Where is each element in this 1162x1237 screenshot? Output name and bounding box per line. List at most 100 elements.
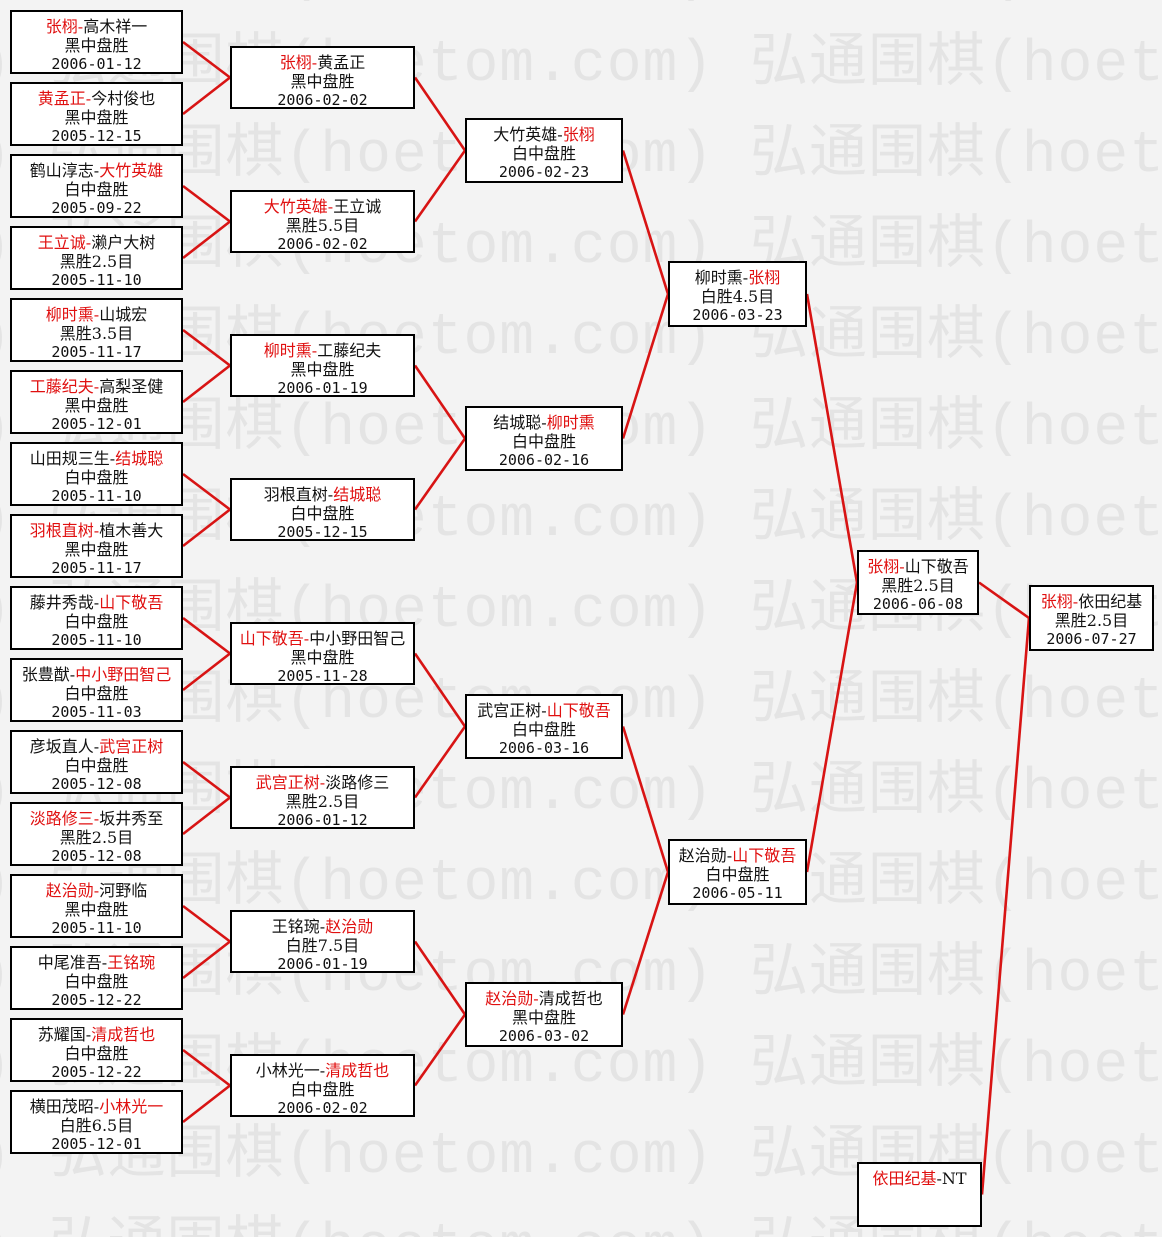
- match-date: 2005-11-28: [277, 667, 368, 685]
- match-result: 黑中盘胜: [64, 540, 129, 559]
- match-players: 藤井秀哉-山下敬吾: [12, 593, 181, 612]
- player-1-winner: 羽根直树: [29, 521, 94, 540]
- match-box-round-2: 武宫正树-淡路修三 黑胜2.5目 2006-01-12: [230, 766, 415, 829]
- connector-line: [621, 293, 670, 439]
- connector-line: [413, 76, 467, 152]
- player-2-winner: 王铭琬: [107, 953, 156, 972]
- match-players: 依田纪基-NT: [859, 1169, 980, 1188]
- match-result: 白中盘胜: [64, 684, 129, 703]
- player-1-winner: 赵治勋: [45, 881, 94, 900]
- connector-line: [621, 150, 670, 295]
- match-date: 2005-12-01: [51, 415, 142, 433]
- match-date: 2005-11-10: [51, 919, 142, 937]
- players-dash: -: [899, 557, 905, 576]
- connector-line: [413, 437, 467, 511]
- connector-line: [182, 904, 231, 943]
- players-dash: -: [303, 629, 310, 648]
- player-2: 山下敬吾: [904, 557, 969, 576]
- player-2: 植木善大: [99, 521, 164, 540]
- match-result: 白胜7.5目: [285, 936, 360, 955]
- player-1-winner: 黄孟正: [37, 89, 86, 108]
- player-1-winner: 张栩: [45, 17, 78, 36]
- match-box-round-2: 山下敬吾-中小野田智己 黑中盘胜 2005-11-28: [230, 622, 415, 685]
- players-dash: -: [742, 268, 749, 287]
- player-1: 王铭琬: [271, 917, 320, 936]
- match-date: 2005-12-15: [277, 523, 368, 541]
- player-2-winner: 中小野田智己: [75, 665, 172, 684]
- match-box-round-4: 柳时熏-张栩 白胜4.5目 2006-03-23: [668, 261, 807, 327]
- match-date: 2006-06-08: [872, 595, 964, 613]
- match-result: 黑胜2.5目: [285, 792, 360, 811]
- match-date: 2005-12-15: [51, 127, 142, 145]
- player-2-winner: 山下敬吾: [732, 846, 797, 865]
- match-result: 黑中盘胜: [64, 396, 129, 415]
- players-dash: -: [311, 53, 318, 72]
- match-result: 白中盘胜: [64, 1044, 129, 1063]
- players-dash: -: [93, 809, 100, 828]
- player-1-winner: 柳时熏: [45, 305, 94, 324]
- match-box-round-2: 柳时熏-工藤纪夫 黑中盘胜 2006-01-19: [230, 334, 415, 397]
- match-date: 2006-03-23: [692, 306, 783, 324]
- match-box-round-1: 羽根直树-植木善大 黑中盘胜 2005-11-17: [10, 514, 183, 578]
- player-1: 张豊猷: [21, 665, 70, 684]
- match-box-round-1: 王立诚-濑户大树 黑胜2.5目 2005-11-10: [10, 226, 183, 290]
- match-box-round-3: 大竹英雄-张栩 白中盘胜 2006-02-23: [465, 118, 623, 183]
- player-2-winner: 清成哲也: [91, 1025, 156, 1044]
- match-box-round-2: 羽根直树-结城聪 白中盘胜 2005-12-15: [230, 478, 415, 541]
- match-box-round-1: 淡路修三-坂井秀至 黑胜2.5目 2005-12-08: [10, 802, 183, 866]
- players-dash: -: [69, 665, 76, 684]
- player-2-winner: 张栩: [562, 125, 595, 144]
- match-result: 黑胜5.5目: [285, 216, 360, 235]
- match-players: 赵治勋-山下敬吾: [670, 846, 805, 865]
- match-players: 苏耀国-清成哲也: [12, 1025, 181, 1044]
- match-players: 王立诚-濑户大树: [12, 233, 181, 252]
- player-2: 河野临: [99, 881, 148, 900]
- player-1-winner: 大竹英雄: [263, 197, 328, 216]
- players-dash: -: [85, 1025, 92, 1044]
- player-1-winner: 山下敬吾: [239, 629, 304, 648]
- players-dash: -: [93, 521, 100, 540]
- connector-line: [182, 472, 231, 511]
- connector-line: [413, 725, 467, 799]
- player-2-winner: 小林光一: [99, 1097, 164, 1116]
- match-result: 黑中盘胜: [64, 108, 129, 127]
- match-box-round-3: 武宫正树-山下敬吾 白中盘胜 2006-03-16: [465, 694, 623, 759]
- player-2: 王立诚: [333, 197, 382, 216]
- match-date: 2006-01-19: [277, 955, 368, 973]
- match-result: 白胜4.5目: [700, 287, 775, 306]
- player-2: 坂井秀至: [99, 809, 164, 828]
- match-result: 白中盘胜: [64, 612, 129, 631]
- match-box-round-2: 王铭琬-赵治勋 白胜7.5目 2006-01-19: [230, 910, 415, 973]
- player-1: 苏耀国: [37, 1025, 86, 1044]
- match-players: 柳时熏-工藤纪夫: [232, 341, 413, 360]
- players-dash: -: [726, 846, 733, 865]
- match-players: 赵治勋-河野临: [12, 881, 181, 900]
- match-result: 白中盘胜: [705, 865, 770, 884]
- player-2: 今村俊也: [91, 89, 156, 108]
- players-dash: -: [1072, 592, 1079, 611]
- match-result: 黑中盘胜: [290, 72, 355, 91]
- connector-line: [182, 760, 231, 799]
- match-result: 黑中盘胜: [290, 648, 355, 667]
- match-box-round-1: 山田规三生-结城聪 白中盘胜 2005-11-10: [10, 442, 183, 506]
- match-players: 横田茂昭-小林光一: [12, 1097, 181, 1116]
- match-date: 2005-11-17: [51, 343, 142, 361]
- match-box-round-1: 中尾准吾-王铭琬 白中盘胜 2005-12-22: [10, 946, 183, 1010]
- players-dash: -: [93, 737, 100, 756]
- match-box-round-1: 彦坂直人-武宫正树 白中盘胜 2005-12-08: [10, 730, 183, 794]
- player-1-winner: 张栩: [867, 557, 900, 576]
- connector-line: [805, 582, 859, 873]
- players-dash: -: [93, 305, 100, 324]
- match-date: 2005-09-22: [51, 199, 142, 217]
- player-1-winner: 张栩: [279, 53, 312, 72]
- match-box-round-2: 大竹英雄-王立诚 黑胜5.5目 2006-02-02: [230, 190, 415, 253]
- match-players: 工藤纪夫-高梨圣健: [12, 377, 181, 396]
- connector-line: [182, 328, 231, 367]
- connector-line: [805, 293, 859, 583]
- players-dash: -: [101, 953, 108, 972]
- players-dash: -: [319, 773, 326, 792]
- player-2: 山城宏: [99, 305, 148, 324]
- match-box-round-1: 赵治勋-河野临 黑中盘胜 2005-11-10: [10, 874, 183, 938]
- player-2: 中小野田智己: [309, 629, 406, 648]
- connector-line: [978, 581, 1030, 620]
